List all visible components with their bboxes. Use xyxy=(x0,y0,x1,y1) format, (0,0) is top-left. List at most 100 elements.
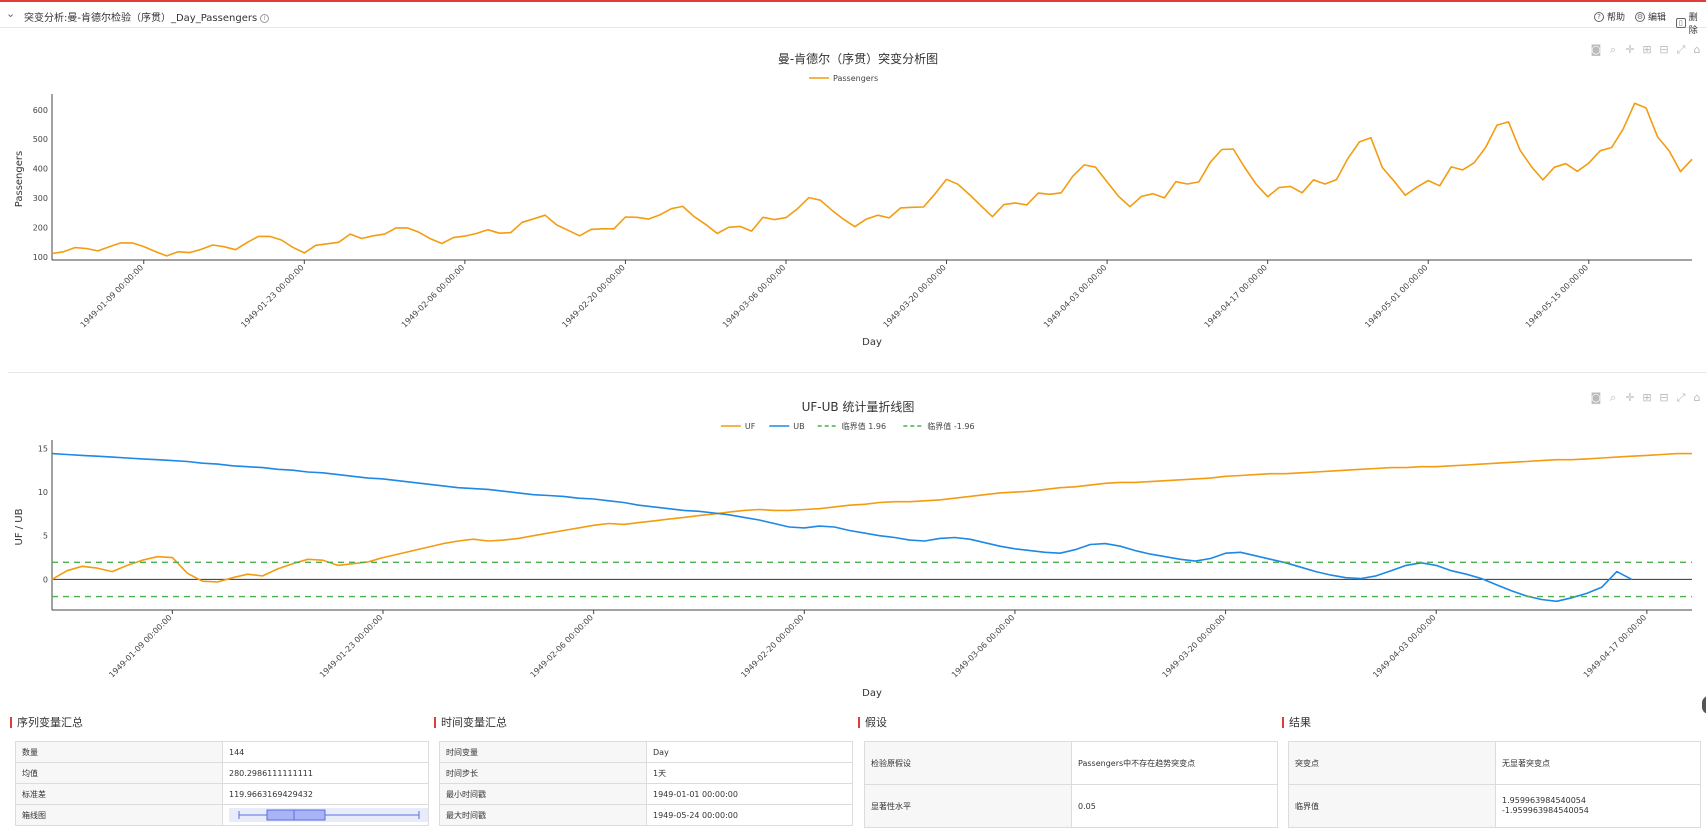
series-summary-title: 序列变量汇总 xyxy=(10,717,83,728)
table-value: 1.959963984540054 -1.959963984540054 xyxy=(1495,784,1701,828)
x-tick-label: 1949-03-20 00:00:00 xyxy=(1161,613,1227,679)
table-key: 显著性水平 xyxy=(864,784,1072,828)
chart-title: 曼-肯德尔（序贯）突变分析图 xyxy=(778,51,938,66)
home-icon[interactable]: ⌂ xyxy=(1694,43,1701,56)
time-summary-table: 时间变量 Day 时间步长 1天 最小时间戳 1949-01-01 00:00:00 … xyxy=(439,741,853,826)
table-key: 均值 xyxy=(15,762,223,784)
camera-icon[interactable]: ◙ xyxy=(1591,43,1602,56)
edit-button[interactable]: ⚙ 编辑 xyxy=(1635,10,1666,23)
table-value: 1天 xyxy=(646,762,853,784)
autoscale-icon[interactable]: ⤢ xyxy=(1677,43,1686,56)
y-tick-label: 300 xyxy=(33,194,48,203)
time-summary-title: 时间变量汇总 xyxy=(434,717,507,728)
x-tick-label: 1949-05-01 00:00:00 xyxy=(1363,263,1429,329)
zoom-out-icon[interactable]: ⊟ xyxy=(1659,391,1668,404)
trash-icon: ▯ xyxy=(1676,18,1686,28)
table-row: 时间步长 1天 xyxy=(439,762,853,784)
y-tick-label: 0 xyxy=(43,575,48,584)
zoom-icon[interactable]: ⌕ xyxy=(1610,43,1616,56)
x-tick-label: 1949-03-20 00:00:00 xyxy=(882,263,948,329)
y-tick-label: 10 xyxy=(38,488,48,497)
analysis-title: 突变分析:曼-肯德尔检验（序贯）_Day_Passengers i xyxy=(24,9,270,24)
x-tick-label: 1949-04-17 00:00:00 xyxy=(1582,613,1648,679)
table-row: 时间变量 Day xyxy=(439,741,853,763)
y-tick-label: 500 xyxy=(33,135,48,144)
title-bar: ⌄ 突变分析:曼-肯德尔检验（序贯）_Day_Passengers i ? 帮助 ⚙… xyxy=(0,2,1706,36)
x-tick-label: 1949-02-06 00:00:00 xyxy=(529,613,595,679)
legend-label: UB xyxy=(793,422,804,431)
x-tick-label: 1949-05-15 00:00:00 xyxy=(1524,263,1590,329)
table-key: 最小时间戳 xyxy=(439,783,647,805)
x-tick-label: 1949-04-17 00:00:00 xyxy=(1203,263,1269,329)
table-key: 箱线图 xyxy=(15,804,223,826)
table-key: 时间变量 xyxy=(439,741,647,763)
table-key: 最大时间戳 xyxy=(439,804,647,826)
x-tick-label: 1949-01-23 00:00:00 xyxy=(239,263,305,329)
y-axis-title: UF / UB xyxy=(14,508,25,545)
hypothesis-table: 检验原假设 Passengers中不存在趋势突变点 显著性水平 0.05 xyxy=(864,741,1278,828)
delete-label: 删除 xyxy=(1688,13,1698,36)
x-tick-label: 1949-01-23 00:00:00 xyxy=(318,613,384,679)
y-tick-label: 5 xyxy=(43,532,48,541)
table-row: 最小时间戳 1949-01-01 00:00:00 xyxy=(439,783,853,805)
x-tick-label: 1949-01-09 00:00:00 xyxy=(79,263,145,329)
scroll-handle[interactable] xyxy=(1702,696,1706,714)
help-label: 帮助 xyxy=(1607,13,1626,23)
y-tick-label: 600 xyxy=(33,106,48,115)
chart-passengers-svg: ◙ ⌕ ✛ ⊞ ⊟ ⤢ ⌂ 曼-肯德尔（序贯）突变分析图 Passengers 100 200 300… xyxy=(14,43,1701,348)
y-axis-title: Passengers xyxy=(14,151,25,207)
chart-ufub-svg: ◙ ⌕ ✛ ⊞ ⊟ ⤢ ⌂ UF-UB 统计量折线图 UF UB 临界值 1.96 临界值 -1.96… xyxy=(14,391,1701,699)
critical-value-upper: 1.959963984540054 xyxy=(1502,796,1586,805)
table-value: 0.05 xyxy=(1071,784,1278,828)
legend-label: Passengers xyxy=(833,74,878,83)
result-title: 结果 xyxy=(1282,717,1311,728)
pan-icon[interactable]: ✛ xyxy=(1625,43,1634,56)
table-key: 突变点 xyxy=(1288,741,1496,785)
table-row: 显著性水平 0.05 xyxy=(864,784,1278,828)
delete-button[interactable]: ▯ 删除 xyxy=(1676,10,1706,36)
help-button[interactable]: ? 帮助 xyxy=(1594,10,1625,23)
zoom-out-icon[interactable]: ⊟ xyxy=(1659,43,1668,56)
edit-label: 编辑 xyxy=(1648,13,1667,23)
table-value: 119.9663169429432 xyxy=(222,783,429,805)
pan-icon[interactable]: ✛ xyxy=(1625,391,1634,404)
autoscale-icon[interactable]: ⤢ xyxy=(1677,391,1686,404)
zoom-in-icon[interactable]: ⊞ xyxy=(1642,391,1651,404)
boxplot-mini-chart xyxy=(229,808,428,822)
x-tick-label: 1949-03-06 00:00:00 xyxy=(950,613,1016,679)
x-axis-title: Day xyxy=(862,688,882,699)
collapse-chevron-icon[interactable]: ⌄ xyxy=(6,7,16,20)
table-value: 280.2986111111111 xyxy=(222,762,429,784)
zoom-in-icon[interactable]: ⊞ xyxy=(1642,43,1651,56)
table-value: 144 xyxy=(222,741,429,763)
table-key: 时间步长 xyxy=(439,762,647,784)
table-row: 检验原假设 Passengers中不存在趋势突变点 xyxy=(864,741,1278,785)
x-tick-label: 1949-02-06 00:00:00 xyxy=(400,263,466,329)
table-value xyxy=(222,804,429,826)
table-key: 数量 xyxy=(15,741,223,763)
table-value: Passengers中不存在趋势突变点 xyxy=(1071,741,1278,785)
x-tick-label: 1949-02-20 00:00:00 xyxy=(739,613,805,679)
table-key: 检验原假设 xyxy=(864,741,1072,785)
series-line xyxy=(51,452,1692,583)
zoom-icon[interactable]: ⌕ xyxy=(1610,391,1616,404)
y-tick-label: 400 xyxy=(33,165,48,174)
camera-icon[interactable]: ◙ xyxy=(1591,391,1602,404)
series-line xyxy=(51,102,1693,257)
result-table: 突变点 无显著突变点 临界值 1.959963984540054 -1.9599639… xyxy=(1288,741,1701,828)
table-row: 标准差 119.9663169429432 xyxy=(15,783,429,805)
gear-icon: ⚙ xyxy=(1635,11,1645,22)
series-summary-table: 数量 144 均值 280.2986111111111 标准差 119.9663169… xyxy=(15,741,429,826)
table-key: 标准差 xyxy=(15,783,223,805)
chart-title: UF-UB 统计量折线图 xyxy=(802,399,915,414)
home-icon[interactable]: ⌂ xyxy=(1694,391,1701,404)
series-line xyxy=(51,452,1633,603)
table-value: Day xyxy=(646,741,853,763)
x-axis-title: Day xyxy=(862,337,882,348)
chart-passengers: ◙ ⌕ ✛ ⊞ ⊟ ⤢ ⌂ 曼-肯德尔（序贯）突变分析图 Passengers 100 200 300… xyxy=(0,40,1706,365)
table-value: 无显著突变点 xyxy=(1495,741,1701,785)
chart-ufub: ◙ ⌕ ✛ ⊞ ⊟ ⤢ ⌂ UF-UB 统计量折线图 UF UB 临界值 1.96 临界值 -1.96… xyxy=(0,388,1706,713)
info-icon[interactable]: i xyxy=(260,14,270,23)
y-tick-label: 200 xyxy=(33,224,48,233)
top-accent-line xyxy=(0,0,1706,2)
